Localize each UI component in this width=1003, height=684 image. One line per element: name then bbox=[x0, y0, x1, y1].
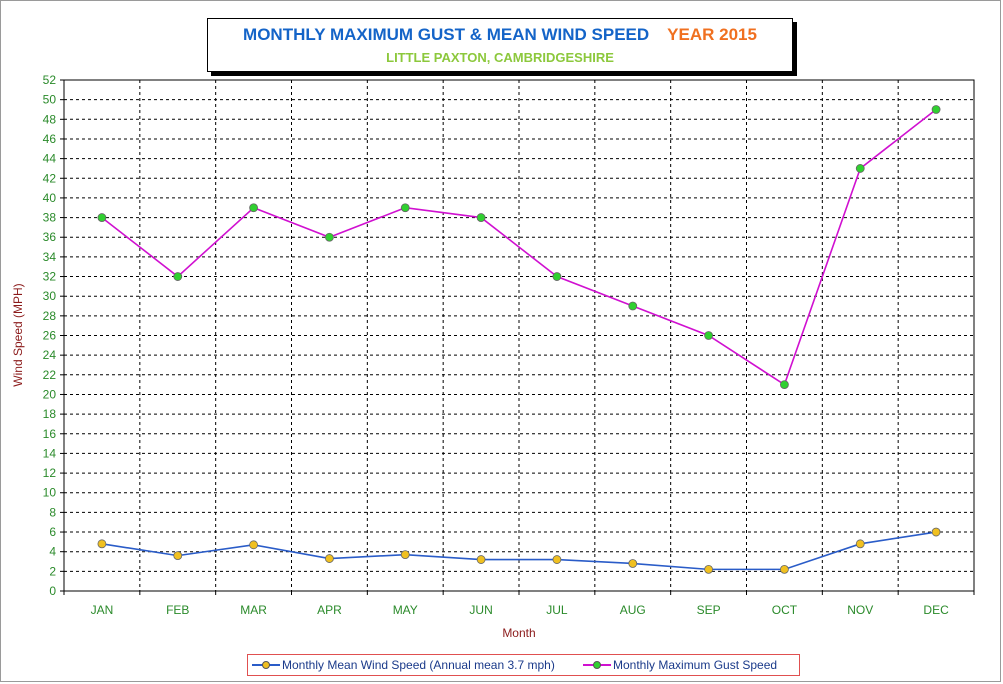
x-tick-label: FEB bbox=[166, 603, 189, 617]
data-point-gust bbox=[931, 105, 941, 114]
y-tick-label: 12 bbox=[43, 466, 57, 480]
y-axis-label: Wind Speed (MPH) bbox=[11, 283, 25, 386]
chart-grid bbox=[64, 79, 974, 591]
data-point-mean bbox=[704, 564, 713, 574]
y-tick-label: 50 bbox=[43, 93, 57, 107]
y-tick-label: 40 bbox=[43, 191, 57, 205]
y-tick-label: 52 bbox=[43, 73, 57, 87]
x-tick-label: AUG bbox=[620, 603, 646, 617]
y-tick-label: 22 bbox=[43, 368, 57, 382]
y-tick-label: 30 bbox=[43, 289, 57, 303]
legend-label-mean: Monthly Mean Wind Speed (Annual mean 3.7… bbox=[282, 658, 555, 672]
y-tick-label: 20 bbox=[43, 387, 57, 401]
y-tick-label: 32 bbox=[43, 270, 57, 284]
data-point-mean bbox=[97, 539, 107, 549]
y-tick-label: 16 bbox=[43, 427, 57, 441]
data-point-gust bbox=[173, 272, 183, 281]
y-tick-label: 10 bbox=[43, 486, 57, 500]
y-tick-label: 28 bbox=[43, 309, 57, 323]
data-point-mean bbox=[855, 539, 865, 549]
chart-subtitle: LITTLE PAXTON, CAMBRIDGESHIRE bbox=[386, 50, 614, 65]
legend-item-mean: Monthly Mean Wind Speed (Annual mean 3.7… bbox=[252, 658, 555, 672]
x-tick-label: JUN bbox=[469, 603, 492, 617]
data-point-gust bbox=[249, 203, 258, 213]
data-point-gust bbox=[400, 203, 410, 213]
y-tick-label: 34 bbox=[43, 250, 57, 264]
y-tick-label: 42 bbox=[43, 171, 57, 185]
x-tick-label: DEC bbox=[923, 603, 949, 617]
chart-series bbox=[97, 105, 941, 574]
x-tick-label: APR bbox=[317, 603, 342, 617]
data-point-gust bbox=[704, 331, 713, 340]
x-tick-label: SEP bbox=[697, 603, 721, 617]
data-point-gust bbox=[780, 380, 789, 390]
data-point-mean bbox=[325, 554, 334, 563]
data-point-gust bbox=[325, 232, 334, 242]
x-tick-label: JUL bbox=[546, 603, 568, 617]
x-tick-label: JAN bbox=[91, 603, 114, 617]
y-tick-label: 6 bbox=[49, 525, 56, 539]
y-tick-label: 26 bbox=[43, 329, 57, 343]
series-line-gust bbox=[101, 108, 937, 386]
data-point-mean bbox=[552, 555, 562, 564]
y-tick-label: 0 bbox=[49, 584, 56, 598]
x-tick-label: OCT bbox=[772, 603, 798, 617]
data-point-gust bbox=[97, 213, 107, 222]
y-tick-label: 44 bbox=[43, 152, 57, 166]
chart-title-box: MONTHLY MAXIMUM GUST & MEAN WIND SPEED YE… bbox=[207, 18, 793, 72]
legend-swatch-mean bbox=[252, 659, 280, 671]
x-tick-label: MAY bbox=[393, 603, 418, 617]
y-tick-label: 4 bbox=[49, 545, 56, 559]
y-tick-label: 14 bbox=[43, 446, 57, 460]
x-axis-label: Month bbox=[502, 626, 535, 640]
chart-title: MONTHLY MAXIMUM GUST & MEAN WIND SPEED YE… bbox=[208, 25, 792, 45]
series-line-mean bbox=[101, 531, 937, 571]
legend-label-gust: Monthly Maximum Gust Speed bbox=[613, 658, 778, 672]
chart-tick-labels: 0246810121416182022242628303234363840424… bbox=[43, 73, 949, 617]
x-tick-label: MAR bbox=[240, 603, 267, 617]
data-point-gust bbox=[476, 213, 486, 222]
legend-swatch-gust bbox=[583, 659, 611, 671]
y-tick-label: 36 bbox=[43, 230, 57, 244]
data-point-gust bbox=[628, 301, 638, 311]
plot-border bbox=[63, 79, 975, 592]
chart-title-year: YEAR 2015 bbox=[667, 25, 757, 44]
y-tick-label: 18 bbox=[43, 407, 57, 421]
chart-legend: Monthly Mean Wind Speed (Annual mean 3.7… bbox=[247, 654, 800, 676]
legend-item-gust: Monthly Maximum Gust Speed bbox=[583, 658, 777, 672]
data-point-mean bbox=[476, 555, 486, 564]
chart-axes bbox=[60, 79, 975, 595]
data-point-mean bbox=[249, 540, 258, 550]
y-tick-label: 38 bbox=[43, 211, 57, 225]
y-tick-label: 2 bbox=[49, 564, 56, 578]
data-point-mean bbox=[173, 551, 183, 561]
data-point-mean bbox=[628, 559, 638, 568]
data-point-gust bbox=[855, 164, 865, 173]
chart-title-main: MONTHLY MAXIMUM GUST & MEAN WIND SPEED bbox=[243, 25, 650, 44]
y-tick-label: 46 bbox=[43, 132, 57, 146]
y-tick-label: 48 bbox=[43, 112, 57, 126]
data-point-mean bbox=[780, 564, 789, 574]
data-point-mean bbox=[931, 527, 941, 537]
y-tick-label: 8 bbox=[49, 505, 56, 519]
data-point-gust bbox=[552, 272, 562, 281]
data-point-mean bbox=[400, 550, 410, 560]
x-tick-label: NOV bbox=[847, 603, 873, 617]
y-tick-label: 24 bbox=[43, 348, 57, 362]
